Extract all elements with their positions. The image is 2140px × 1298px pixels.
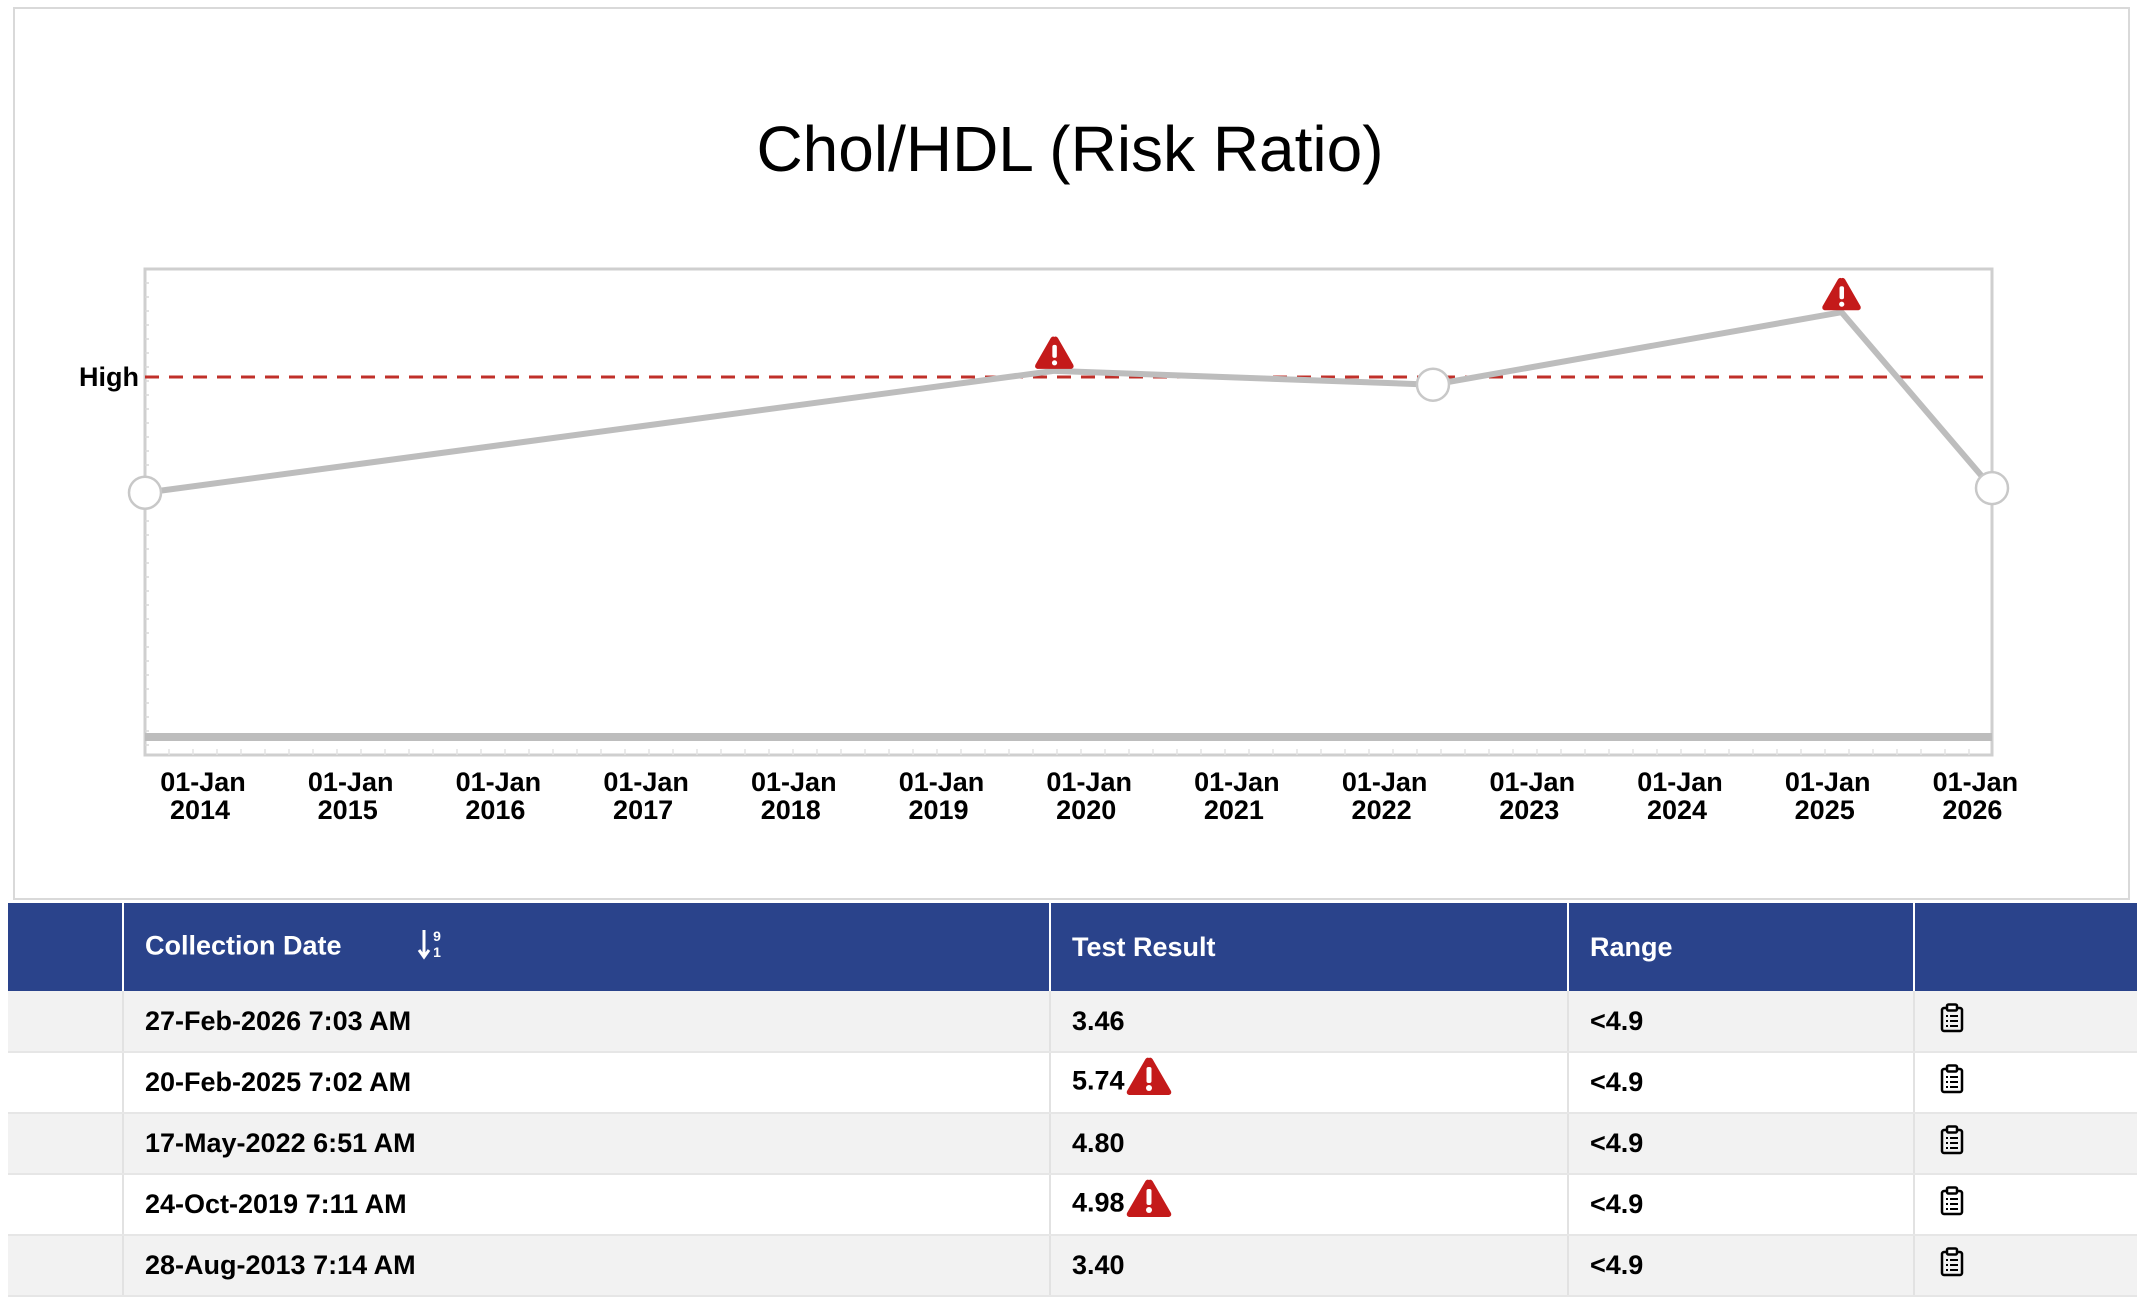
x-tick-label: 01-Jan 2026 xyxy=(1933,767,2019,825)
x-tick-label: 01-Jan 2022 xyxy=(1342,767,1428,825)
results-table: Collection Date 9 1 Test Result Range 27… xyxy=(8,903,2137,1297)
header-test-result[interactable]: Test Result xyxy=(1049,903,1568,991)
range-value: <4.9 xyxy=(1590,1128,1644,1158)
warning-triangle-icon xyxy=(1125,1177,1173,1226)
table-header-row: Collection Date 9 1 Test Result Range xyxy=(8,903,2137,991)
chart-title: Chol/HDL (Risk Ratio) xyxy=(756,113,1383,185)
actions-cell xyxy=(1913,991,2137,1053)
x-tick-label: 01-Jan 2025 xyxy=(1785,767,1871,825)
range-value: <4.9 xyxy=(1590,1250,1644,1280)
range-cell: <4.9 xyxy=(1567,1052,1914,1114)
sort-icon-top-digit: 9 xyxy=(433,928,441,944)
data-point[interactable] xyxy=(1415,367,1451,402)
test-result-value: 3.40 xyxy=(1072,1250,1125,1280)
row-spacer-cell xyxy=(8,1235,123,1297)
warning-marker[interactable] xyxy=(1035,336,1074,369)
collection-date-cell: 17-May-2022 6:51 AM xyxy=(122,1113,1050,1175)
table-row[interactable]: 20-Feb-2025 7:02 AM 5.74 <4.9 xyxy=(8,1052,2137,1114)
collection-date-value: 24-Oct-2019 7:11 AM xyxy=(145,1189,407,1219)
clipboard-icon[interactable] xyxy=(1940,1247,1964,1284)
high-threshold-label: High xyxy=(79,362,139,392)
warning-dot xyxy=(1839,301,1845,307)
sort-icon-bottom-digit: 1 xyxy=(433,944,441,960)
test-result-value: 4.98 xyxy=(1072,1187,1125,1218)
x-tick-label: 01-Jan 2014 xyxy=(160,767,246,825)
data-point[interactable] xyxy=(127,475,163,510)
test-result-cell: 4.98 xyxy=(1049,1174,1568,1236)
test-result-cell: 3.40 xyxy=(1049,1235,1568,1297)
range-value: <4.9 xyxy=(1590,1005,1644,1036)
header-collection-date[interactable]: Collection Date 9 1 xyxy=(122,903,1050,991)
x-tick-label: 01-Jan 2018 xyxy=(751,767,837,825)
x-tick-label: 01-Jan 2019 xyxy=(899,767,985,825)
collection-date-value: 17-May-2022 6:51 AM xyxy=(145,1128,416,1158)
range-cell: <4.9 xyxy=(1567,1113,1914,1175)
test-result-value: 5.74 xyxy=(1072,1065,1125,1096)
minor-ticks xyxy=(145,282,1970,755)
clipboard-icon[interactable] xyxy=(1940,1125,1964,1162)
header-spacer xyxy=(8,903,123,991)
table-row[interactable]: 24-Oct-2019 7:11 AM 4.98 <4.9 xyxy=(8,1174,2137,1236)
header-test-result-label: Test Result xyxy=(1072,931,1216,962)
x-tick-label: 01-Jan 2015 xyxy=(308,767,394,825)
row-spacer-cell xyxy=(8,1052,123,1114)
actions-cell xyxy=(1913,1052,2137,1114)
plot-frame xyxy=(143,267,1994,757)
clipboard-icon[interactable] xyxy=(1940,1186,1964,1223)
collection-date-cell: 28-Aug-2013 7:14 AM xyxy=(122,1235,1050,1297)
x-tick-label: 01-Jan 2023 xyxy=(1490,767,1576,825)
test-result-cell: 5.74 xyxy=(1049,1052,1568,1114)
collection-date-cell: 24-Oct-2019 7:11 AM xyxy=(122,1174,1050,1236)
warning-mark xyxy=(1839,286,1845,300)
header-actions xyxy=(1913,903,2137,991)
table-body: 27-Feb-2026 7:03 AM 3.46 <4.9 20-Feb-2025 7… xyxy=(8,991,2137,1297)
range-cell: <4.9 xyxy=(1567,1235,1914,1297)
x-tick-label: 01-Jan 2024 xyxy=(1637,767,1723,825)
actions-cell xyxy=(1913,1113,2137,1175)
table-row[interactable]: 17-May-2022 6:51 AM 4.80 <4.9 xyxy=(8,1113,2137,1175)
data-point[interactable] xyxy=(1974,470,2010,506)
collection-date-value: 20-Feb-2025 7:02 AM xyxy=(145,1067,412,1097)
clipboard-icon[interactable] xyxy=(1940,1002,1964,1040)
row-spacer-cell xyxy=(8,1174,123,1236)
collection-date-value: 27-Feb-2026 7:03 AM xyxy=(145,1005,412,1036)
sort-descending-icon[interactable]: 9 1 xyxy=(417,927,447,968)
x-tick-label: 01-Jan 2016 xyxy=(456,767,542,825)
range-value: <4.9 xyxy=(1590,1189,1644,1219)
collection-date-value: 28-Aug-2013 7:14 AM xyxy=(145,1250,416,1280)
header-range-label: Range xyxy=(1590,931,1673,962)
x-axis-tick-labels: 01-Jan 2014 01-Jan 2015 01-Jan 2016 01-Jan 2017… xyxy=(160,767,2018,825)
header-collection-date-label: Collection Date xyxy=(145,930,342,961)
row-spacer-cell xyxy=(8,991,123,1053)
warning-triangle-icon xyxy=(1125,1055,1173,1104)
range-cell: <4.9 xyxy=(1567,1174,1914,1236)
table-row[interactable]: 28-Aug-2013 7:14 AM 3.40 <4.9 xyxy=(8,1235,2137,1297)
test-result-value: 3.46 xyxy=(1072,1005,1125,1036)
warning-mark xyxy=(1052,344,1057,358)
range-cell: <4.9 xyxy=(1567,991,1914,1053)
actions-cell xyxy=(1913,1235,2137,1297)
range-value: <4.9 xyxy=(1590,1067,1644,1097)
collection-date-cell: 27-Feb-2026 7:03 AM xyxy=(122,991,1050,1053)
collection-date-cell: 20-Feb-2025 7:02 AM xyxy=(122,1052,1050,1114)
test-result-cell: 3.46 xyxy=(1049,991,1568,1053)
test-result-cell: 4.80 xyxy=(1049,1113,1568,1175)
warning-marker[interactable] xyxy=(1822,277,1861,311)
x-tick-label: 01-Jan 2020 xyxy=(1046,767,1132,825)
table-row[interactable]: 27-Feb-2026 7:03 AM 3.46 <4.9 xyxy=(8,991,2137,1053)
series-layer xyxy=(127,277,2010,510)
x-tick-label: 01-Jan 2017 xyxy=(603,767,689,825)
header-range[interactable]: Range xyxy=(1567,903,1914,991)
actions-cell xyxy=(1913,1174,2137,1236)
x-tick-label: 01-Jan 2021 xyxy=(1194,767,1280,825)
row-spacer-cell xyxy=(8,1113,123,1175)
chart-panel: Chol/HDL (Risk Ratio) 01-Jan 2014 01-Jan 20… xyxy=(13,7,2130,900)
clipboard-icon[interactable] xyxy=(1940,1064,1964,1101)
test-result-value: 4.80 xyxy=(1072,1128,1125,1158)
warning-dot xyxy=(1051,360,1058,366)
